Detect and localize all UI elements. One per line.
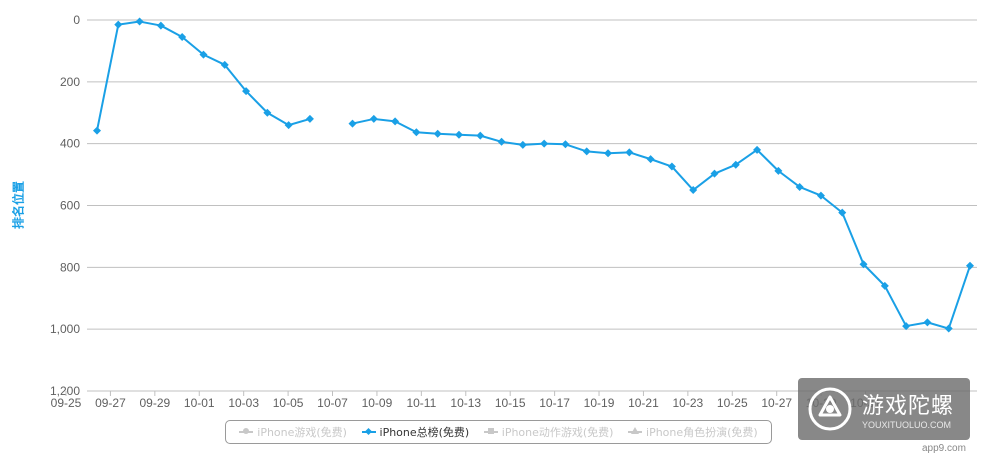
y-tick-label: 1,200 <box>50 384 80 398</box>
x-tick-label: 10-17 <box>539 396 570 410</box>
legend-label: iPhone游戏(免费) <box>257 426 347 439</box>
x-tick-label: 10-25 <box>717 396 748 410</box>
watermark-cn: 游戏陀螺 <box>862 394 955 419</box>
data-point <box>582 147 591 156</box>
series-line <box>352 117 971 330</box>
x-tick-label: 09-27 <box>95 396 126 410</box>
data-point <box>646 155 655 164</box>
data-point <box>902 322 911 331</box>
x-tick-label: 10-21 <box>628 396 659 410</box>
data-point <box>199 50 208 59</box>
data-point <box>838 208 847 217</box>
data-point <box>540 139 549 148</box>
data-point <box>242 87 251 96</box>
data-point <box>753 145 762 154</box>
watermark: 游戏陀螺 YOUXITUOLUO.COM <box>798 378 970 440</box>
data-point <box>114 20 123 29</box>
data-point <box>859 260 868 269</box>
data-point <box>667 162 676 171</box>
credit-text: app9.com <box>922 443 966 454</box>
data-point <box>156 21 165 30</box>
data-point <box>497 137 506 146</box>
data-point <box>454 130 463 139</box>
data-point <box>816 191 825 200</box>
data-point <box>518 140 527 149</box>
x-tick-label: 10-11 <box>406 396 436 410</box>
legend-label: iPhone动作游戏(免费) <box>501 426 614 439</box>
data-point <box>944 324 953 333</box>
y-tick-label: 800 <box>60 260 80 274</box>
circle-marker-icon <box>239 427 254 437</box>
data-point <box>284 121 293 130</box>
data-point <box>625 148 634 157</box>
legend-label: iPhone角色扮演(免费) <box>646 426 758 439</box>
data-point <box>604 149 613 158</box>
y-tick-label: 400 <box>60 137 80 151</box>
data-point <box>178 33 187 42</box>
data-point <box>966 261 974 270</box>
watermark-en: YOUXITUOLUO.COM <box>862 420 952 430</box>
x-tick-label: 10-05 <box>273 396 304 410</box>
data-point <box>305 114 314 123</box>
legend-item-iphone-action[interactable]: iPhone动作游戏(免费) <box>483 424 614 440</box>
data-point <box>689 186 698 195</box>
legend-item-iphone-rpg[interactable]: iPhone角色扮演(免费) <box>628 424 758 440</box>
square-marker-icon <box>483 427 498 437</box>
data-point <box>220 60 229 69</box>
gyroscope-logo-icon <box>806 385 854 433</box>
legend-item-iphone-overall[interactable]: iPhone总榜(免费) <box>361 424 470 440</box>
x-tick-label: 10-27 <box>761 396 792 410</box>
y-tick-label: 0 <box>73 13 80 27</box>
diamond-marker-icon <box>361 427 376 437</box>
y-tick-label: 1,000 <box>50 322 80 336</box>
legend-item-iphone-games[interactable]: iPhone游戏(免费) <box>239 424 347 440</box>
x-tick-label: 10-23 <box>673 396 704 410</box>
data-point <box>880 281 889 290</box>
x-tick-label: 10-01 <box>184 396 215 410</box>
data-point <box>369 114 378 123</box>
data-point <box>731 160 740 169</box>
chart-legend: iPhone游戏(免费) iPhone总榜(免费) iPhone动作游戏(免费)… <box>225 420 772 444</box>
data-point <box>774 166 783 175</box>
x-tick-label: 10-07 <box>317 396 348 410</box>
data-point <box>135 17 144 26</box>
data-point <box>795 182 804 191</box>
data-point <box>561 140 570 149</box>
data-point <box>93 126 101 135</box>
series-line <box>96 20 311 131</box>
x-tick-label: 09-25 <box>51 396 82 410</box>
data-point <box>923 318 932 327</box>
data-point <box>412 128 421 137</box>
y-tick-label: 600 <box>60 199 80 213</box>
triangle-marker-icon <box>628 427 643 437</box>
x-tick-label: 10-13 <box>450 396 481 410</box>
x-tick-label: 09-29 <box>139 396 170 410</box>
data-point <box>348 119 357 128</box>
data-point <box>476 131 485 140</box>
y-tick-label: 200 <box>60 75 80 89</box>
x-tick-label: 10-19 <box>584 396 615 410</box>
data-point <box>263 108 272 117</box>
x-tick-label: 10-15 <box>495 396 526 410</box>
x-tick-label: 10-03 <box>228 396 259 410</box>
x-tick-label: 10-09 <box>362 396 393 410</box>
y-axis-title: 排名位置 <box>11 180 26 230</box>
data-point <box>391 117 400 126</box>
data-point <box>433 129 442 138</box>
legend-label: iPhone总榜(免费) <box>379 426 470 439</box>
data-point <box>710 169 719 178</box>
